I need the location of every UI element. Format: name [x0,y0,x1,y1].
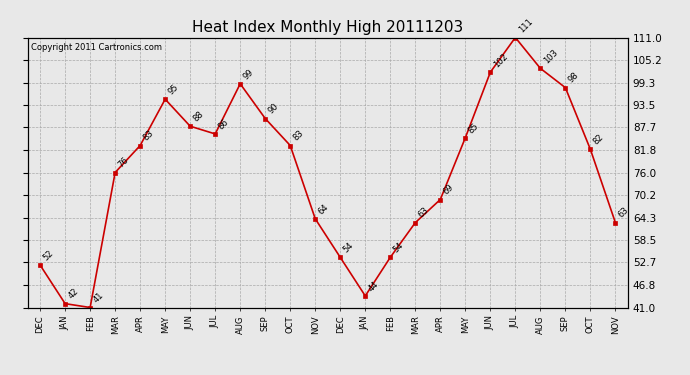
Text: 76: 76 [117,156,130,170]
Text: 83: 83 [292,129,306,143]
Text: 85: 85 [466,121,480,135]
Text: 41: 41 [92,291,106,305]
Text: 63: 63 [417,206,431,220]
Text: 64: 64 [317,202,331,216]
Text: 52: 52 [41,249,55,262]
Text: 83: 83 [141,129,155,143]
Text: 54: 54 [392,241,406,255]
Text: 63: 63 [617,206,631,220]
Text: 99: 99 [241,67,255,81]
Text: 69: 69 [442,183,455,197]
Text: 82: 82 [592,133,606,147]
Text: 90: 90 [266,102,280,116]
Text: 95: 95 [166,82,180,96]
Text: 54: 54 [342,241,355,255]
Title: Heat Index Monthly High 20111203: Heat Index Monthly High 20111203 [192,20,464,35]
Text: 102: 102 [492,52,509,69]
Text: 88: 88 [192,110,206,123]
Text: 42: 42 [66,287,80,301]
Text: 98: 98 [566,71,580,85]
Text: 86: 86 [217,117,230,131]
Text: 44: 44 [366,279,380,293]
Text: 111: 111 [517,17,534,35]
Text: Copyright 2011 Cartronics.com: Copyright 2011 Cartronics.com [30,43,161,52]
Text: 103: 103 [542,48,560,66]
